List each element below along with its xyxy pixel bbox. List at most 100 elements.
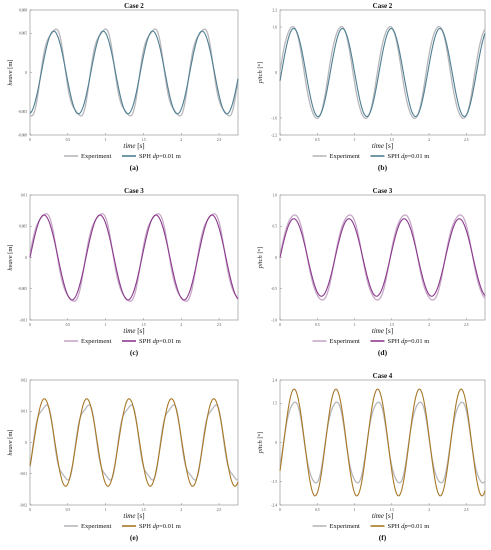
panel-title: Case 2 xyxy=(124,2,144,10)
experiment-line xyxy=(29,404,239,481)
x-tick-label: 0.5 xyxy=(315,508,320,512)
y-tick-label: -2.2 xyxy=(271,133,277,137)
y-tick-label: 0 xyxy=(275,441,277,445)
x-tick-label: 2.5 xyxy=(217,138,222,142)
legend-label-sph: SPH dp=0.01 m xyxy=(388,338,430,345)
legend-label-sph: SPH dp=0.01 m xyxy=(139,523,181,530)
x-tick-label: 1.5 xyxy=(141,323,146,327)
sph-line xyxy=(29,398,239,487)
x-tick-label: 2 xyxy=(180,138,182,142)
y-tick-label: -0.02 xyxy=(20,503,28,507)
x-tick-label: 2 xyxy=(428,323,430,327)
sph-line xyxy=(279,27,486,118)
panel-letter: (d) xyxy=(378,348,388,357)
y-tick-label: 0 xyxy=(25,256,27,260)
x-tick-label: 2.5 xyxy=(217,323,222,327)
legend-label-experiment: Experiment xyxy=(330,338,361,345)
x-tick-label: 0.5 xyxy=(66,508,71,512)
x-tick-label: 0 xyxy=(279,138,281,142)
x-tick-label: 2.5 xyxy=(464,323,469,327)
x-tick-label: 1.5 xyxy=(390,323,395,327)
x-tick-label: 0 xyxy=(29,508,31,512)
y-tick-label: -0.01 xyxy=(20,472,28,476)
x-tick-label: 1.5 xyxy=(390,508,395,512)
legend-label-sph: SPH dp=0.01 m xyxy=(388,523,430,530)
y-tick-label: 0.01 xyxy=(21,410,27,414)
y-tick-label: -0.005 xyxy=(18,287,27,291)
y-tick-label: 0 xyxy=(275,256,277,260)
x-tick-label: 0.5 xyxy=(315,323,320,327)
x-tick-label: 0.5 xyxy=(315,138,320,142)
y-axis-label: pitch [°] xyxy=(257,432,264,455)
legend-label-experiment: Experiment xyxy=(81,338,112,345)
plot-frame xyxy=(279,9,486,136)
x-tick-label: 1 xyxy=(105,508,107,512)
sph-line xyxy=(29,214,239,301)
y-tick-label: -1.6 xyxy=(271,116,277,120)
legend-label-experiment: Experiment xyxy=(81,523,112,530)
plot-frame xyxy=(29,194,239,321)
y-tick-label: 0.02 xyxy=(21,378,27,382)
y-tick-label: 0 xyxy=(25,71,27,75)
y-tick-label: -0.01 xyxy=(20,318,28,322)
y-tick-label: 0.5 xyxy=(273,225,278,229)
y-tick-label: 0 xyxy=(275,71,277,75)
y-tick-label: -0.008 xyxy=(18,133,27,137)
experiment-line xyxy=(29,213,239,302)
panel-letter: (b) xyxy=(378,163,388,172)
x-tick-label: 0.5 xyxy=(66,138,71,142)
plot-frame xyxy=(29,9,239,136)
y-tick-label: 0 xyxy=(25,441,27,445)
x-tick-label: 0 xyxy=(279,323,281,327)
x-tick-label: 1 xyxy=(105,138,107,142)
x-tick-label: 2.5 xyxy=(464,508,469,512)
legend-label-sph: SPH dp=0.01 m xyxy=(388,153,430,160)
x-tick-label: 1 xyxy=(354,508,356,512)
x-tick-label: 2.5 xyxy=(464,138,469,142)
panel-letter: (e) xyxy=(130,533,139,542)
y-tick-label: 2.2 xyxy=(273,8,278,12)
panel-a: Case 2 0 0.5 1 1.5 2 2.5 -0.008 -0.005 0 0.005 0.00… xyxy=(7,2,239,172)
y-tick-label: -1.0 xyxy=(271,318,277,322)
panel-title: Case 3 xyxy=(124,187,144,195)
y-tick-label: -1.5 xyxy=(271,480,277,484)
x-tick-label: 1 xyxy=(354,138,356,142)
y-axis-label: pitch [°] xyxy=(257,247,264,270)
legend-label-sph: SPH dp=0.01 m xyxy=(139,153,181,160)
x-axis-label: time [s] xyxy=(372,327,393,335)
y-tick-label: 1.0 xyxy=(273,193,278,197)
legend-label-experiment: Experiment xyxy=(330,523,361,530)
legend-label-experiment: Experiment xyxy=(330,153,361,160)
x-tick-label: 1.5 xyxy=(141,508,146,512)
x-axis-label: time [s] xyxy=(372,142,393,150)
panel-c: Case 3 0 0.5 1 1.5 2 2.5 -0.01 -0.005 0 0.005 0.01 t… xyxy=(7,187,239,357)
sph-line xyxy=(279,218,486,297)
x-tick-label: 1 xyxy=(354,323,356,327)
x-axis-label: time [s] xyxy=(123,142,144,150)
y-tick-label: 0.01 xyxy=(21,193,27,197)
x-tick-label: 2 xyxy=(180,508,182,512)
x-axis-label: time [s] xyxy=(123,327,144,335)
y-tick-label: 1.5 xyxy=(273,402,278,406)
x-tick-label: 2 xyxy=(428,138,430,142)
y-tick-label: -0.5 xyxy=(271,287,277,291)
sph-line xyxy=(279,388,486,497)
sph-line xyxy=(29,30,239,115)
plot-frame xyxy=(279,194,486,321)
y-tick-label: 1.6 xyxy=(273,25,278,29)
experiment-line xyxy=(279,214,486,301)
panel-letter: (f) xyxy=(379,533,387,542)
y-tick-label: 0.005 xyxy=(19,32,27,36)
y-tick-label: -0.005 xyxy=(18,110,27,114)
panel-f: Case 4 0 0.5 1 1.5 2 2.5 -2.4 -1.5 0 1.5 2.4 time [s… xyxy=(257,372,486,542)
legend-label-experiment: Experiment xyxy=(81,153,112,160)
panel-letter: (a) xyxy=(130,163,139,172)
panel-title: Case 2 xyxy=(373,2,393,10)
panel-d: Case 3 0 0.5 1 1.5 2 2.5 -1.0 -0.5 0 0.5 1.0 time [s… xyxy=(257,187,486,357)
y-tick-label: -2.4 xyxy=(271,503,277,507)
x-tick-label: 1 xyxy=(105,323,107,327)
x-tick-label: 2 xyxy=(180,323,182,327)
panel-title: Case 3 xyxy=(373,187,393,195)
y-tick-label: 0.008 xyxy=(19,8,27,12)
